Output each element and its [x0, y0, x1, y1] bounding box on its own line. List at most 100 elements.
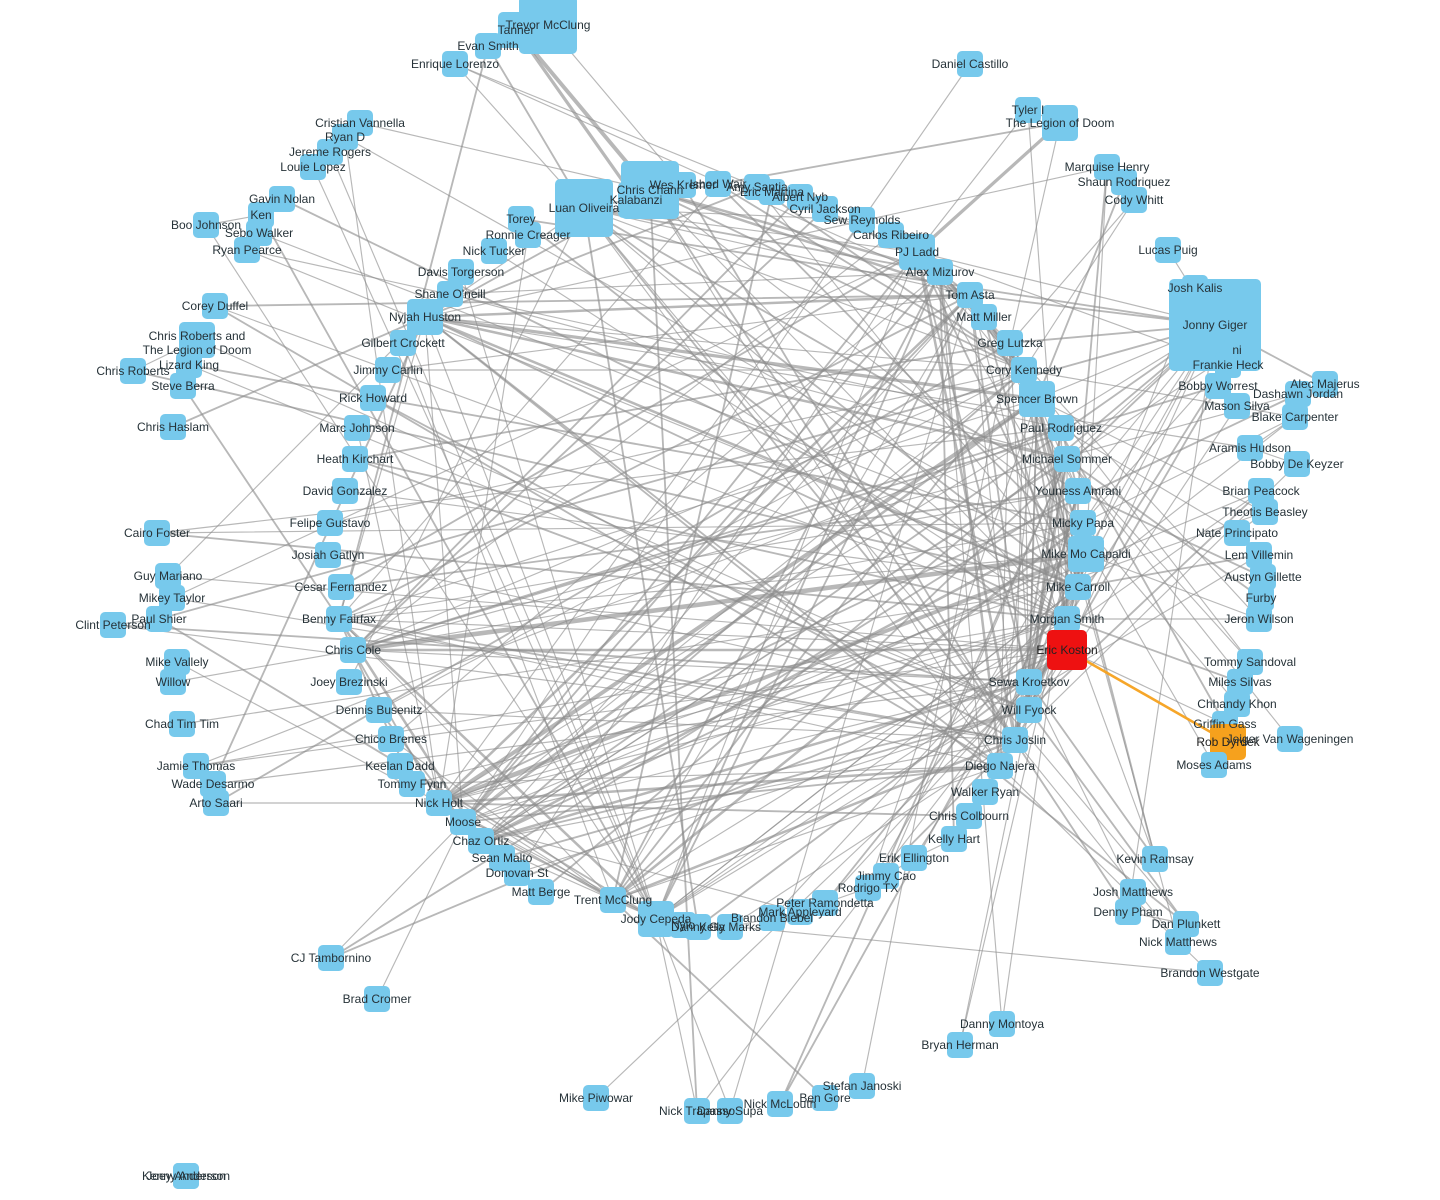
svg-text:Chaz Ortiz: Chaz Ortiz — [453, 834, 510, 848]
svg-text:Chico Brenes: Chico Brenes — [355, 732, 427, 746]
svg-text:Jimmy Carlin: Jimmy Carlin — [353, 363, 422, 377]
svg-text:Brian Peacock: Brian Peacock — [1222, 484, 1300, 498]
svg-text:Davis Torgerson: Davis Torgerson — [418, 265, 504, 279]
svg-text:Steve Berra: Steve Berra — [151, 379, 215, 393]
svg-text:Theotis Beasley: Theotis Beasley — [1222, 505, 1307, 519]
svg-text:Aramis Hudson: Aramis Hudson — [1209, 441, 1291, 455]
svg-text:Sean Malto: Sean Malto — [472, 851, 533, 865]
svg-text:Lizard King: Lizard King — [159, 358, 219, 372]
svg-text:Greg Lutzka: Greg Lutzka — [977, 336, 1043, 350]
svg-text:Mark Appleyard: Mark Appleyard — [758, 905, 841, 919]
svg-text:Ryan Pearce: Ryan Pearce — [212, 243, 282, 257]
svg-text:Mike Mo Capaldi: Mike Mo Capaldi — [1041, 547, 1130, 561]
svg-text:CJ Tambornino: CJ Tambornino — [291, 951, 372, 965]
svg-text:Matt Miller: Matt Miller — [956, 310, 1011, 324]
svg-text:Shane O'neill: Shane O'neill — [414, 287, 485, 301]
svg-text:Stefan Janoski: Stefan Janoski — [823, 1079, 902, 1093]
svg-text:Kalabanzi: Kalabanzi — [610, 193, 663, 207]
svg-text:Will Fyock: Will Fyock — [1002, 703, 1058, 717]
svg-text:Marquise Henry: Marquise Henry — [1065, 160, 1150, 174]
svg-text:Clint Peterson: Clint Peterson — [75, 618, 150, 632]
svg-text:Eric Koston: Eric Koston — [1036, 643, 1097, 657]
svg-text:PJ Ladd: PJ Ladd — [895, 245, 939, 259]
svg-text:Marc Johnson: Marc Johnson — [319, 421, 394, 435]
svg-text:Wade Desarmo: Wade Desarmo — [172, 777, 255, 791]
svg-text:Joey Brezinski: Joey Brezinski — [310, 675, 387, 689]
svg-text:Tommy Sandoval: Tommy Sandoval — [1204, 655, 1296, 669]
svg-text:Benny Fairfax: Benny Fairfax — [302, 612, 376, 626]
svg-text:Spencer Brown: Spencer Brown — [996, 392, 1078, 406]
svg-text:Carlos Ribeiro: Carlos Ribeiro — [853, 228, 929, 242]
svg-text:Tyler I: Tyler I — [1012, 103, 1045, 117]
svg-text:Rodrigo TX: Rodrigo TX — [838, 881, 898, 895]
svg-text:Cory Kennedy: Cory Kennedy — [986, 363, 1062, 377]
svg-text:Nyjah Huston: Nyjah Huston — [389, 310, 461, 324]
svg-text:Nick Holt: Nick Holt — [415, 796, 464, 810]
svg-text:Frankie Heck: Frankie Heck — [1193, 358, 1265, 372]
svg-text:Chhandy Khon: Chhandy Khon — [1197, 697, 1276, 711]
svg-text:Alex Mizurov: Alex Mizurov — [906, 265, 975, 279]
svg-text:Moses Adams: Moses Adams — [1176, 758, 1251, 772]
svg-text:Jamie Thomas: Jamie Thomas — [157, 759, 235, 773]
svg-text:Nick Tucker: Nick Tucker — [463, 244, 526, 258]
svg-text:Chris Cole: Chris Cole — [325, 643, 381, 657]
svg-text:Willow: Willow — [156, 675, 191, 689]
svg-text:Matt Berge: Matt Berge — [512, 885, 571, 899]
svg-text:ni: ni — [1232, 343, 1241, 357]
svg-text:Moose: Moose — [445, 815, 481, 829]
svg-text:Michael Sommer: Michael Sommer — [1022, 452, 1112, 466]
svg-text:The Legion of Doom: The Legion of Doom — [143, 343, 252, 357]
svg-text:Heath Kirchart: Heath Kirchart — [317, 452, 394, 466]
svg-text:Guy Mariano: Guy Mariano — [134, 569, 203, 583]
svg-text:Chris Haslam: Chris Haslam — [137, 420, 209, 434]
svg-text:Paul Rodriguez: Paul Rodriguez — [1020, 421, 1102, 435]
svg-text:Dennis Busenitz: Dennis Busenitz — [336, 703, 423, 717]
svg-text:Dan Plunkett: Dan Plunkett — [1152, 917, 1221, 931]
svg-text:Erik Ellington: Erik Ellington — [879, 851, 949, 865]
svg-text:Morgan Smith: Morgan Smith — [1030, 612, 1105, 626]
svg-text:Gavin Nolan: Gavin Nolan — [249, 192, 315, 206]
svg-text:Brad Cromer: Brad Cromer — [343, 992, 412, 1006]
svg-text:Trent McClung: Trent McClung — [574, 893, 652, 907]
svg-text:Kelly Hart: Kelly Hart — [928, 832, 981, 846]
svg-text:Ryan D: Ryan D — [325, 130, 365, 144]
svg-text:Kevin Ramsay: Kevin Ramsay — [1116, 852, 1193, 866]
svg-text:Keelan Dadd: Keelan Dadd — [365, 759, 434, 773]
svg-text:Danny Montoya: Danny Montoya — [960, 1017, 1044, 1031]
svg-text:The Legion of Doom: The Legion of Doom — [1006, 116, 1115, 130]
svg-text:Josiah Gatlyn: Josiah Gatlyn — [292, 548, 365, 562]
svg-text:Chris Joslin: Chris Joslin — [984, 733, 1046, 747]
svg-text:Tommy Fynn: Tommy Fynn — [378, 777, 447, 791]
svg-text:Enrique Lorenzo: Enrique Lorenzo — [411, 57, 499, 71]
svg-text:Tom Asta: Tom Asta — [945, 288, 995, 302]
svg-text:Cristian Vannella: Cristian Vannella — [315, 116, 405, 130]
svg-text:Micky Papa: Micky Papa — [1052, 516, 1114, 530]
svg-text:Ronnie Creager: Ronnie Creager — [486, 228, 571, 242]
svg-text:Bobby Worrest: Bobby Worrest — [1178, 379, 1258, 393]
svg-text:Furby: Furby — [1246, 591, 1277, 605]
svg-text:Chris Roberts and: Chris Roberts and — [149, 329, 246, 343]
svg-text:Ken: Ken — [250, 208, 271, 222]
svg-text:Sewa Kroetkov: Sewa Kroetkov — [989, 675, 1070, 689]
svg-text:Griffin Gass: Griffin Gass — [1193, 717, 1256, 731]
svg-text:Chad Tim Tim: Chad Tim Tim — [145, 717, 219, 731]
svg-text:Trevor McClung: Trevor McClung — [506, 18, 591, 32]
svg-text:Bobby De Keyzer: Bobby De Keyzer — [1250, 457, 1343, 471]
svg-text:Mike Carroll: Mike Carroll — [1046, 580, 1110, 594]
svg-text:Miles Silvas: Miles Silvas — [1208, 675, 1271, 689]
svg-text:Mike Piwowar: Mike Piwowar — [559, 1091, 633, 1105]
svg-text:Jeron Wilson: Jeron Wilson — [1224, 612, 1293, 626]
svg-text:Cairo Foster: Cairo Foster — [124, 526, 190, 540]
svg-text:Torey: Torey — [506, 212, 535, 226]
svg-text:Louie Lopez: Louie Lopez — [280, 160, 345, 174]
svg-text:Youness Amrani: Youness Amrani — [1035, 484, 1121, 498]
svg-text:Donovan St: Donovan St — [486, 866, 549, 880]
svg-text:Rick Howard: Rick Howard — [339, 391, 407, 405]
svg-text:Sebo Walker: Sebo Walker — [225, 226, 293, 240]
svg-text:Lem Villemin: Lem Villemin — [1225, 548, 1293, 562]
svg-text:Diego Najera: Diego Najera — [965, 759, 1035, 773]
svg-text:Cesar Fernandez: Cesar Fernandez — [295, 580, 388, 594]
svg-text:Josh Kalis: Josh Kalis — [1168, 281, 1223, 295]
svg-text:Joey Anderson: Joey Anderson — [146, 1169, 225, 1183]
svg-text:Lucas Puig: Lucas Puig — [1138, 243, 1197, 257]
